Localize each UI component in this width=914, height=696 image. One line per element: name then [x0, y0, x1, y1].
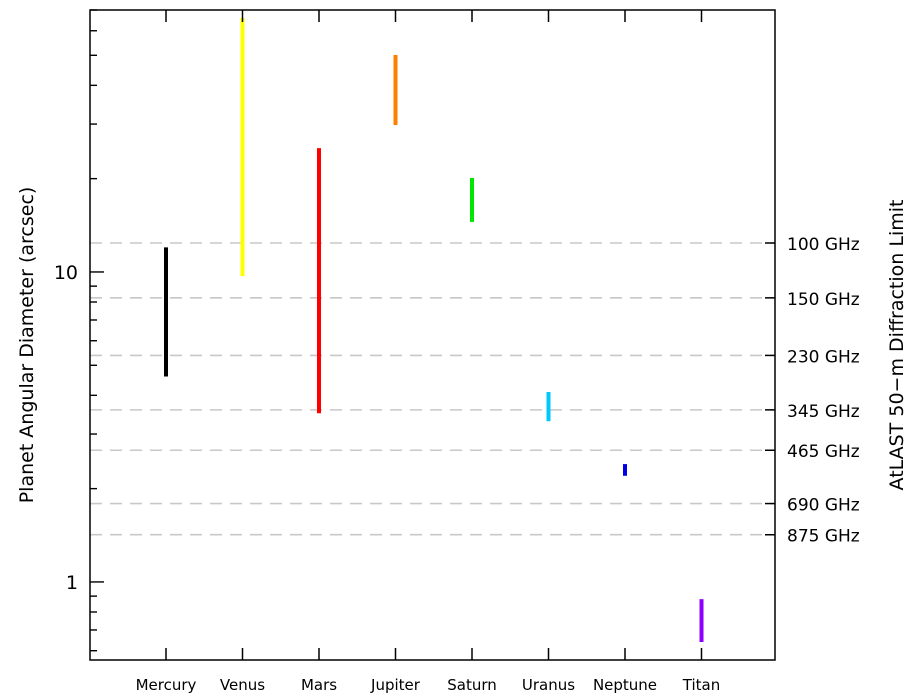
diffraction-label: 465 GHz — [787, 442, 860, 462]
y-tick-label: 10 — [54, 262, 78, 284]
diffraction-grid — [90, 242, 775, 536]
x-tick-label: Neptune — [593, 676, 657, 694]
diffraction-label: 230 GHz — [787, 347, 860, 367]
x-tick-label: Titan — [682, 676, 720, 694]
axes — [90, 9, 775, 660]
diffraction-label: 690 GHz — [787, 496, 860, 516]
tick-labels: 100 GHz 150 GHz 230 GHz 345 GHz 465 GHz 690 G… — [54, 235, 860, 694]
y-tick-label: 1 — [66, 572, 78, 594]
plot-frame — [89, 9, 776, 661]
y-axis-label-right: AtLAST 50−m Diffraction Limit — [886, 200, 908, 491]
x-tick-label: Mercury — [136, 676, 197, 694]
planet-range-bars — [164, 17, 704, 643]
x-tick-label: Mars — [301, 676, 337, 694]
x-tick-label: Uranus — [522, 676, 575, 694]
y-axis-label-left: Planet Angular Diameter (arcsec) — [16, 187, 38, 504]
diffraction-label: 150 GHz — [787, 290, 860, 310]
x-tick-label: Saturn — [447, 676, 497, 694]
diffraction-label: 100 GHz — [787, 235, 860, 255]
diffraction-label: 875 GHz — [787, 527, 860, 547]
x-tick-label: Jupiter — [370, 676, 421, 694]
x-tick-label: Venus — [220, 676, 265, 694]
diffraction-label: 345 GHz — [787, 402, 860, 422]
